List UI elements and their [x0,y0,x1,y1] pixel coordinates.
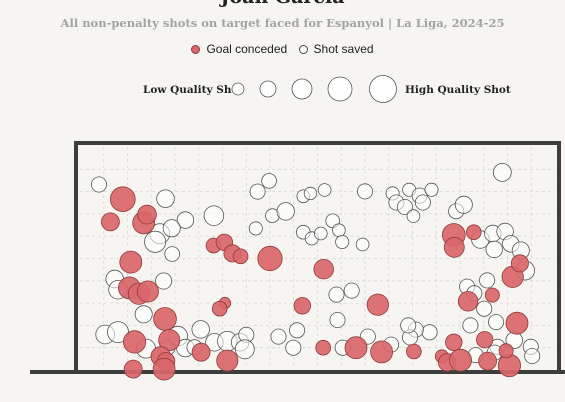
goal-conceded-point [136,280,159,303]
saved-marker-icon [298,44,308,54]
shot-saved-point [191,320,210,339]
shot-saved-point [248,221,263,236]
goal-conceded-point [257,245,283,272]
shot-saved-point [176,211,195,229]
goal-conceded-point [153,307,177,331]
goal-conceded-point [476,331,494,349]
goal-conceded-point [101,212,120,232]
goal-conceded-point [484,287,500,303]
goal-conceded-point [498,343,514,359]
goal-conceded-point [443,236,465,258]
goal-conceded-point [465,224,482,241]
goal-conceded-point [505,311,529,335]
shot-saved-point [462,317,479,334]
goal-conceded-point [313,259,334,280]
goal-conceded-point [137,204,157,225]
chart-title: Joan García [0,0,565,8]
goal-posts [74,141,561,372]
shot-saved-point [249,183,266,200]
shot-saved-point [396,198,413,215]
chart-subtitle: All non-penalty shots on target faced fo… [60,16,505,30]
goal-conceded-point [191,342,211,362]
shot-saved-point [406,209,421,223]
shot-saved-point [328,286,345,303]
shot-saved-point [162,219,181,238]
shot-saved-point [289,322,306,339]
shot-saved-point [335,234,350,249]
shot-saved-point [424,182,439,197]
shot-saved-point [156,189,175,208]
shot-saved-point [134,305,153,324]
shot-saved-point [400,317,417,334]
color-legend: Goal conceded Shot saved [0,42,565,57]
shot-saved-point [492,162,512,182]
goal-conceded-point [510,254,529,273]
goal-conceded-point [158,329,181,352]
goal-marker-icon [191,44,201,54]
shot-saved-point [355,237,370,252]
size-legend-circle-2 [259,80,277,98]
shot-saved-point [276,202,295,221]
shot-saved-point [144,230,167,253]
goal-conceded-point [344,336,368,360]
shot-saved-point [332,223,346,238]
legend-saved-label: Shot saved [313,42,374,56]
shot-saved-point [485,240,503,259]
size-legend-circle-3 [291,78,313,100]
legend-item-saved: Shot saved [298,42,374,56]
goal-conceded-point [152,357,176,381]
goal-conceded-point [445,333,463,352]
shot-saved-point [91,176,108,193]
shot-saved-point [343,282,360,299]
size-legend-high-label: High Quality Shot [405,84,511,96]
goal-conceded-point [293,297,312,315]
shot-saved-point [524,347,541,364]
shot-saved-point [317,183,332,197]
shot-saved-point [261,173,277,189]
size-legend-low-label: Low Quality Shot [143,84,244,96]
shot-saved-point [414,194,431,211]
goal-conceded-point [123,359,143,379]
goal-conceded-point [123,330,147,354]
goal-conceded-point [449,348,472,372]
shot-saved-point [421,324,438,341]
shot-saved-point [454,195,473,214]
goal-conceded-point [366,293,389,316]
legend-item-goal: Goal conceded [191,42,287,56]
goal-conceded-point [370,340,394,364]
shot-saved-point [356,183,373,200]
goal-conceded-point [457,291,479,312]
goal-conceded-point [119,250,143,274]
shot-saved-point [164,246,181,262]
goal-conceded-point [406,343,422,360]
shot-saved-point [329,311,346,328]
goal-conceded-point [497,353,521,378]
shot-saved-point [234,339,255,360]
shot-saved-point [303,186,317,200]
shot-saved-point [270,328,287,345]
size-legend [231,75,397,103]
goal-conceded-point [232,248,249,265]
goal-conceded-point [478,351,498,371]
goal-conceded-point [110,186,136,213]
shot-saved-point [479,272,496,289]
goal-frame [30,141,565,374]
shot-saved-point [313,226,328,241]
shot-saved-point [203,205,225,226]
size-legend-circle-5 [369,75,397,103]
shot-saved-point [155,272,173,290]
legend-goal-label: Goal conceded [206,42,288,56]
size-legend-circle-1 [231,82,245,96]
shots-layer [91,162,541,381]
shot-saved-point [476,300,493,317]
shot-saved-point [488,314,505,331]
size-legend-circle-4 [327,76,353,102]
shot-saved-point [285,339,302,356]
goal-conceded-point [216,349,239,372]
goal-conceded-point [211,300,228,317]
goal-conceded-point [315,339,332,356]
